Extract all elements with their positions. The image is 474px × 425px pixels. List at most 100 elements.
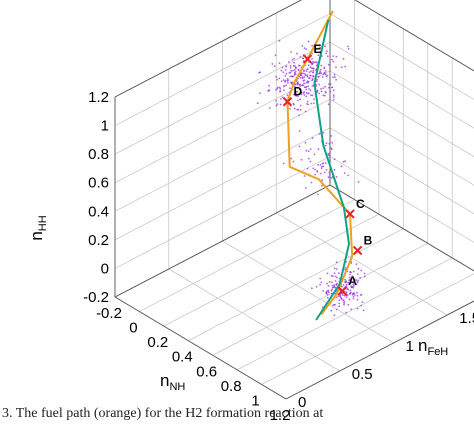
wall-grid-line: [114, 13, 331, 126]
wall-grid-line: [329, 98, 474, 186]
scatter-point: [289, 87, 291, 90]
scatter-point: [289, 108, 291, 110]
scatter-point: [306, 103, 308, 105]
scatter-point: [353, 285, 355, 287]
axis-line: [329, 184, 474, 272]
scatter-point: [298, 88, 301, 91]
wall-grid-line: [114, 156, 331, 269]
scatter-point: [299, 74, 302, 77]
tick-labels: -0.200.20.40.60.811.200.511.52-0.200.20.…: [83, 89, 474, 424]
scatter-point: [319, 172, 322, 175]
scatter-point: [324, 162, 327, 165]
scatter-point: [329, 90, 332, 93]
scatter-point: [302, 57, 305, 60]
point-label: C: [356, 197, 365, 211]
floor-grid-line: [168, 268, 340, 372]
grid: [114, 0, 474, 400]
scatter-point: [320, 64, 323, 67]
scatter-point: [295, 93, 298, 95]
scatter-point: [303, 86, 306, 89]
scatter-point: [258, 92, 261, 95]
scatter-point: [316, 78, 318, 81]
scatter-point: [335, 78, 337, 81]
scatter-point: [355, 263, 358, 266]
scatter-point: [332, 96, 335, 98]
scatter-point: [327, 63, 330, 66]
scatter-point: [338, 302, 340, 305]
scatter-point: [331, 281, 333, 284]
scatter-point: [363, 272, 366, 275]
scatter-point: [318, 44, 321, 47]
scatter-point: [305, 70, 308, 73]
scatter-point: [344, 278, 346, 281]
x-tick-label: 0.2: [147, 334, 168, 351]
scatter-point: [322, 290, 324, 292]
scatter-point: [311, 287, 313, 290]
scatter-point: [303, 70, 305, 73]
z-tick-label: 1: [101, 118, 109, 135]
axis-line: [114, 184, 331, 298]
scatter-point: [321, 184, 323, 187]
scatter-point: [301, 76, 304, 79]
axis-line: [114, 0, 303, 98]
scatter-point: [299, 56, 302, 58]
scatter-point: [278, 86, 281, 89]
scatter-point: [328, 83, 330, 86]
scatter-point: [290, 157, 293, 160]
scatter-point: [276, 78, 278, 81]
scatter-point: [319, 277, 322, 280]
scatter-point: [277, 86, 279, 89]
scatter-point: [360, 304, 363, 307]
scatter-point: [320, 167, 323, 170]
scatter-point: [307, 92, 310, 94]
scatter-point: [309, 77, 311, 79]
scatter-point: [276, 103, 279, 105]
scatter-point: [342, 299, 345, 302]
scatter-point: [300, 91, 303, 94]
scatter-point: [322, 87, 325, 89]
scatter-point: [325, 70, 327, 72]
scatter-point: [344, 65, 347, 68]
scatter-point: [328, 171, 331, 174]
scatter-point: [294, 66, 297, 69]
scatter-point: [290, 51, 292, 53]
scatter-point: [343, 172, 346, 175]
scatter-point: [303, 47, 306, 50]
scatter-point: [303, 94, 306, 96]
axis-line: [285, 300, 474, 400]
scatter-point: [332, 304, 335, 307]
scatter-point: [338, 277, 341, 280]
scatter-point: [291, 58, 294, 61]
x-tick-label: 0.6: [196, 363, 217, 380]
scatter-point: [309, 89, 312, 92]
scatter-point: [298, 145, 301, 148]
scatter-point: [307, 150, 310, 153]
scatter-point: [338, 305, 341, 307]
y-tick-label: 1: [406, 338, 414, 355]
scatter-point: [268, 89, 271, 92]
scatter-point: [293, 61, 295, 64]
scatter-point: [333, 284, 336, 286]
y-tick-label: 0: [298, 394, 306, 411]
scatter-point: [297, 68, 300, 71]
scatter-point: [323, 67, 326, 70]
scatter-point: [315, 80, 318, 83]
scatter-point: [281, 96, 284, 99]
scatter-point: [349, 277, 352, 280]
scatter-point: [323, 171, 326, 174]
scatter-point: [275, 75, 277, 78]
scatter-point: [314, 168, 316, 171]
scatter-point: [294, 70, 297, 73]
wall-grid-line: [329, 156, 474, 243]
scatter-cloud: [256, 39, 366, 317]
point-marker: [337, 286, 347, 296]
scatter-point: [350, 271, 353, 274]
scatter-point: [303, 72, 306, 75]
scatter-point: [299, 98, 301, 100]
scatter-point: [350, 286, 353, 288]
scatter-point: [331, 58, 333, 61]
scatter-point: [345, 291, 348, 294]
scatter-point: [285, 84, 287, 87]
z-axis-label: nHH: [27, 215, 49, 240]
scatter-point: [357, 181, 360, 183]
